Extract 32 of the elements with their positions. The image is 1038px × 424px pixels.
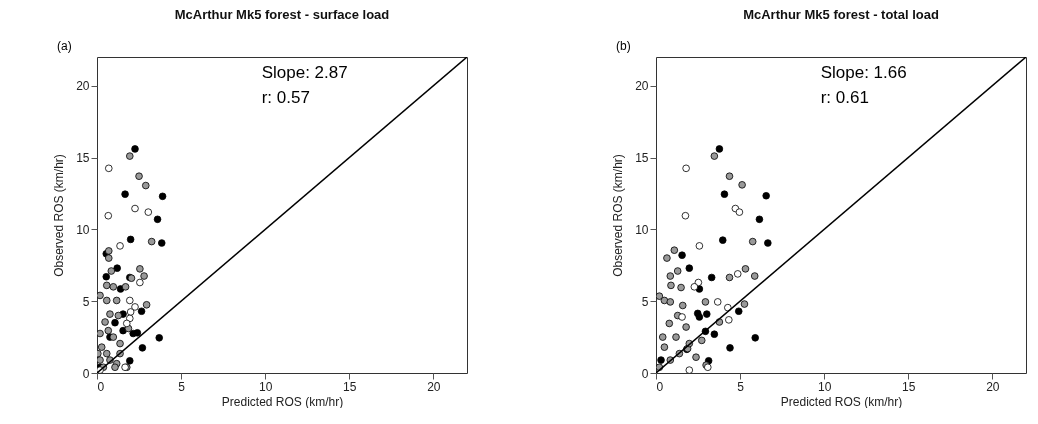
x-tick-label: 15 [343, 379, 357, 394]
x-axis-title: Predicted ROS (km/hr) [221, 394, 344, 409]
text: (b) [616, 39, 631, 53]
x-tick-label: 20 [986, 379, 1000, 394]
chart-title: McArthur Mk5 forest - total load [743, 7, 939, 22]
y-tick-label: 20 [76, 79, 90, 94]
x-tick-label: 0 [97, 379, 105, 394]
x-tick-label: 10 [818, 379, 832, 394]
annotation: r: 0.57 [261, 88, 310, 107]
x-tick-label: 20 [427, 379, 441, 394]
y-tick-label: 10 [635, 222, 649, 237]
x-tick-label: 5 [178, 379, 186, 394]
y-tick-label: 10 [76, 222, 90, 237]
y-tick-label: 5 [641, 294, 649, 309]
y-tick-label: 15 [76, 151, 90, 166]
annotation: Slope: 2.87 [261, 63, 348, 82]
chart-title: McArthur Mk5 forest - surface load [174, 7, 390, 22]
x-tick-label: 0 [656, 379, 664, 394]
y-tick-label: 15 [635, 151, 649, 166]
x-tick-label: 15 [902, 379, 916, 394]
annotation: Slope: 1.66 [820, 63, 907, 82]
x-tick-label: 5 [737, 379, 745, 394]
y-axis-title: Observed ROS (km/hr) [52, 154, 67, 277]
text: (a) [57, 39, 72, 53]
x-axis-title: Predicted ROS (km/hr) [780, 394, 903, 409]
y-axis-title: Observed ROS (km/hr) [611, 154, 626, 277]
y-tick-label: 0 [82, 366, 90, 381]
y-tick-label: 5 [82, 294, 90, 309]
annotation: r: 0.61 [820, 88, 869, 107]
y-tick-label: 0 [641, 366, 649, 381]
y-tick-label: 20 [635, 79, 649, 94]
x-tick-label: 10 [259, 379, 273, 394]
